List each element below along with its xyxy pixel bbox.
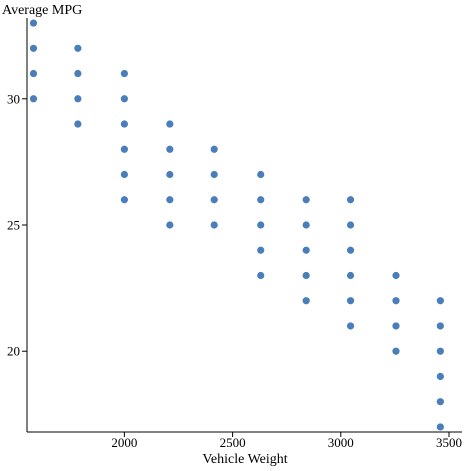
x-tick-label: 3000	[328, 435, 354, 450]
data-point	[436, 322, 444, 330]
y-axis-title: Average MPG	[2, 3, 82, 18]
x-tick-label: 2000	[111, 435, 137, 450]
data-point	[120, 145, 128, 153]
data-point	[392, 271, 400, 280]
data-point	[166, 170, 174, 179]
data-point	[29, 95, 38, 103]
x-ticks: 2000 2500 3000 3500	[111, 432, 462, 450]
data-point	[302, 297, 310, 305]
data-point	[346, 246, 355, 254]
x-axis-title: Vehicle Weight	[202, 452, 287, 467]
data-point	[29, 44, 38, 52]
data-point	[74, 69, 82, 78]
data-point	[302, 246, 310, 254]
data-point	[257, 271, 265, 280]
y-tick-label: 30	[7, 91, 20, 106]
data-point	[302, 196, 310, 204]
data-point	[257, 246, 265, 254]
data-point	[29, 19, 38, 27]
data-point	[257, 170, 265, 179]
data-point	[392, 297, 400, 305]
y-tick-label: 25	[7, 218, 20, 233]
data-point	[166, 196, 174, 204]
data-points	[29, 19, 444, 431]
data-point	[120, 170, 128, 179]
x-tick-label: 2500	[220, 435, 246, 450]
data-point	[120, 120, 128, 128]
axes	[26, 18, 462, 433]
data-point	[120, 69, 128, 78]
data-point	[210, 170, 218, 179]
data-point	[302, 221, 310, 229]
data-point	[436, 297, 444, 305]
data-point	[210, 196, 218, 204]
data-point	[257, 221, 265, 229]
x-tick-label: 3500	[436, 435, 462, 450]
data-point	[392, 347, 400, 355]
data-point	[166, 221, 174, 229]
data-point	[436, 398, 444, 406]
data-point	[346, 221, 355, 229]
data-point	[29, 69, 38, 78]
data-point	[166, 120, 174, 128]
data-point	[436, 423, 444, 431]
data-point	[257, 196, 265, 204]
data-point	[120, 95, 128, 103]
data-point	[346, 297, 355, 305]
data-point	[74, 44, 82, 52]
data-point	[210, 221, 218, 229]
data-point	[210, 145, 218, 153]
data-point	[74, 95, 82, 103]
data-point	[120, 196, 128, 204]
data-point	[74, 120, 82, 128]
y-tick-label: 20	[7, 344, 20, 359]
data-point	[302, 271, 310, 280]
y-ticks: 20 25 30	[7, 91, 27, 359]
data-point	[436, 347, 444, 355]
data-point	[346, 271, 355, 280]
data-point	[346, 196, 355, 204]
data-point	[392, 322, 400, 330]
data-point	[166, 145, 174, 153]
data-point	[436, 372, 444, 381]
data-point	[346, 322, 355, 330]
